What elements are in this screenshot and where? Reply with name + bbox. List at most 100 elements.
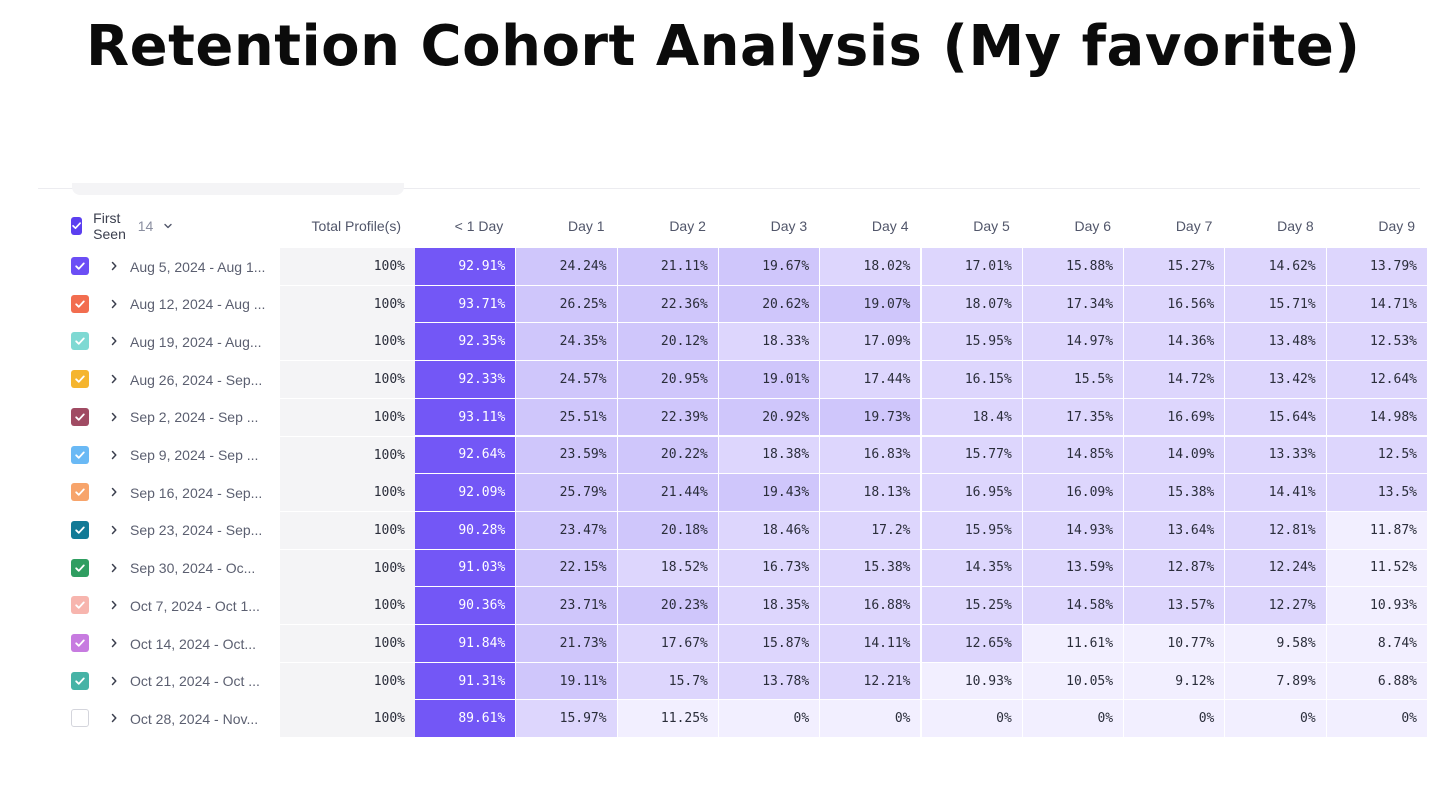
retention-cell[interactable]: 16.88% <box>820 587 921 624</box>
retention-cell[interactable]: 17.2% <box>820 511 921 549</box>
retention-cell[interactable]: 92.35% <box>415 323 516 361</box>
retention-cell[interactable]: 12.81% <box>1225 511 1326 549</box>
chevron-right-icon[interactable] <box>108 372 120 386</box>
retention-cell[interactable]: 24.57% <box>516 361 617 398</box>
retention-cell[interactable]: 14.11% <box>820 625 921 662</box>
retention-cell[interactable]: 9.58% <box>1225 625 1326 662</box>
retention-cell[interactable]: 20.18% <box>617 511 718 549</box>
chevron-right-icon[interactable] <box>108 636 120 650</box>
retention-cell[interactable]: 92.09% <box>415 474 516 511</box>
retention-cell[interactable]: 19.01% <box>718 361 820 398</box>
retention-cell[interactable]: 17.67% <box>617 625 718 662</box>
retention-cell[interactable]: 11.61% <box>1022 625 1124 662</box>
retention-cell[interactable]: 93.11% <box>415 398 516 436</box>
day-header-7[interactable]: Day 7 <box>1175 218 1213 234</box>
retention-cell[interactable]: 13.48% <box>1225 323 1326 361</box>
row-checkbox[interactable] <box>71 407 89 426</box>
row-checkbox[interactable] <box>71 634 89 652</box>
row-checkbox[interactable] <box>71 671 89 690</box>
day-header-6[interactable]: Day 6 <box>1074 218 1112 234</box>
retention-cell[interactable]: 15.25% <box>921 587 1022 624</box>
retention-cell[interactable]: 12.27% <box>1225 587 1326 624</box>
chevron-right-icon[interactable] <box>108 410 120 424</box>
total-profiles-header[interactable]: Total Profile(s) <box>311 218 401 234</box>
retention-cell[interactable]: 20.22% <box>617 436 718 474</box>
row-checkbox[interactable] <box>71 709 89 728</box>
retention-cell[interactable]: 8.74% <box>1326 625 1427 662</box>
retention-cell[interactable]: 13.57% <box>1124 587 1225 624</box>
day-header-1[interactable]: Day 1 <box>568 218 605 234</box>
row-checkbox[interactable] <box>71 370 89 389</box>
row-checkbox[interactable] <box>71 445 89 464</box>
retention-cell[interactable]: 10.93% <box>921 662 1022 700</box>
chevron-down-icon[interactable] <box>163 221 173 231</box>
table-row[interactable]: Sep 9, 2024 - Sep ... 100% 92.64% 23.59% 20.… <box>38 436 1427 474</box>
row-checkbox[interactable] <box>71 596 89 615</box>
retention-cell[interactable]: 22.36% <box>617 285 718 323</box>
retention-cell[interactable]: 21.11% <box>617 248 718 285</box>
retention-cell[interactable]: 15.38% <box>1124 474 1225 511</box>
retention-cell[interactable]: 22.15% <box>516 549 617 587</box>
retention-cell[interactable]: 0% <box>718 700 820 738</box>
retention-cell[interactable]: 26.25% <box>516 285 617 323</box>
chevron-right-icon[interactable] <box>108 598 120 612</box>
retention-cell[interactable]: 18.07% <box>921 285 1022 323</box>
retention-cell[interactable]: 10.77% <box>1124 625 1225 662</box>
retention-cell[interactable]: 15.38% <box>820 549 921 587</box>
retention-cell[interactable]: 21.44% <box>617 474 718 511</box>
retention-cell[interactable]: 16.15% <box>921 361 1022 398</box>
chevron-right-icon[interactable] <box>108 448 120 462</box>
retention-cell[interactable]: 16.56% <box>1124 285 1225 323</box>
retention-cell[interactable]: 15.71% <box>1225 285 1326 323</box>
day-header-5[interactable]: Day 5 <box>973 218 1010 234</box>
retention-cell[interactable]: 18.38% <box>718 436 820 474</box>
retention-cell[interactable]: 22.39% <box>617 398 718 436</box>
retention-cell[interactable]: 18.4% <box>921 398 1022 436</box>
retention-cell[interactable]: 20.62% <box>718 285 820 323</box>
retention-cell[interactable]: 14.09% <box>1124 436 1225 474</box>
chevron-right-icon[interactable] <box>108 334 120 348</box>
table-row[interactable]: Sep 23, 2024 - Sep... 100% 90.28% 23.47% 20.… <box>38 511 1427 549</box>
retention-cell[interactable]: 20.92% <box>718 398 820 436</box>
retention-cell[interactable]: 90.36% <box>415 587 516 624</box>
row-checkbox[interactable] <box>71 558 89 577</box>
retention-cell[interactable]: 13.78% <box>718 662 820 700</box>
chevron-right-icon[interactable] <box>108 674 120 688</box>
retention-cell[interactable]: 15.5% <box>1022 361 1124 398</box>
retention-cell[interactable]: 19.43% <box>718 474 820 511</box>
retention-cell[interactable]: 23.71% <box>516 587 617 624</box>
retention-cell[interactable]: 16.09% <box>1022 474 1124 511</box>
retention-cell[interactable]: 92.64% <box>415 436 516 474</box>
retention-cell[interactable]: 13.79% <box>1326 248 1427 285</box>
retention-cell[interactable]: 14.58% <box>1022 587 1124 624</box>
day-header-2[interactable]: Day 2 <box>669 218 706 234</box>
retention-cell[interactable]: 14.93% <box>1022 511 1124 549</box>
retention-cell[interactable]: 0% <box>1225 700 1326 738</box>
retention-cell[interactable]: 10.93% <box>1326 587 1427 624</box>
row-checkbox[interactable] <box>71 257 89 275</box>
retention-cell[interactable]: 89.61% <box>415 700 516 738</box>
retention-cell[interactable]: 12.87% <box>1124 549 1225 587</box>
retention-cell[interactable]: 23.59% <box>516 436 617 474</box>
retention-cell[interactable]: 24.24% <box>516 248 617 285</box>
retention-cell[interactable]: 18.52% <box>617 549 718 587</box>
retention-cell[interactable]: 92.33% <box>415 361 516 398</box>
retention-cell[interactable]: 17.35% <box>1022 398 1124 436</box>
chevron-right-icon[interactable] <box>108 561 120 575</box>
retention-cell[interactable]: 12.65% <box>921 625 1022 662</box>
day-header-4[interactable]: Day 4 <box>871 218 909 234</box>
retention-cell[interactable]: 15.88% <box>1022 248 1124 285</box>
table-row[interactable]: Aug 19, 2024 - Aug... 100% 92.35% 24.35% 20.… <box>38 323 1427 361</box>
row-checkbox[interactable] <box>71 520 89 539</box>
retention-cell[interactable]: 14.98% <box>1326 398 1427 436</box>
retention-cell[interactable]: 14.97% <box>1022 323 1124 361</box>
retention-cell[interactable]: 13.64% <box>1124 511 1225 549</box>
retention-cell[interactable]: 0% <box>1326 700 1427 738</box>
retention-cell[interactable]: 19.73% <box>820 398 921 436</box>
day-header-9[interactable]: Day 9 <box>1378 218 1415 234</box>
retention-cell[interactable]: 20.12% <box>617 323 718 361</box>
retention-cell[interactable]: 12.53% <box>1326 323 1427 361</box>
retention-cell[interactable]: 15.97% <box>516 700 617 738</box>
retention-cell[interactable]: 0% <box>921 700 1022 738</box>
day-header-0[interactable]: < 1 Day <box>454 218 504 234</box>
